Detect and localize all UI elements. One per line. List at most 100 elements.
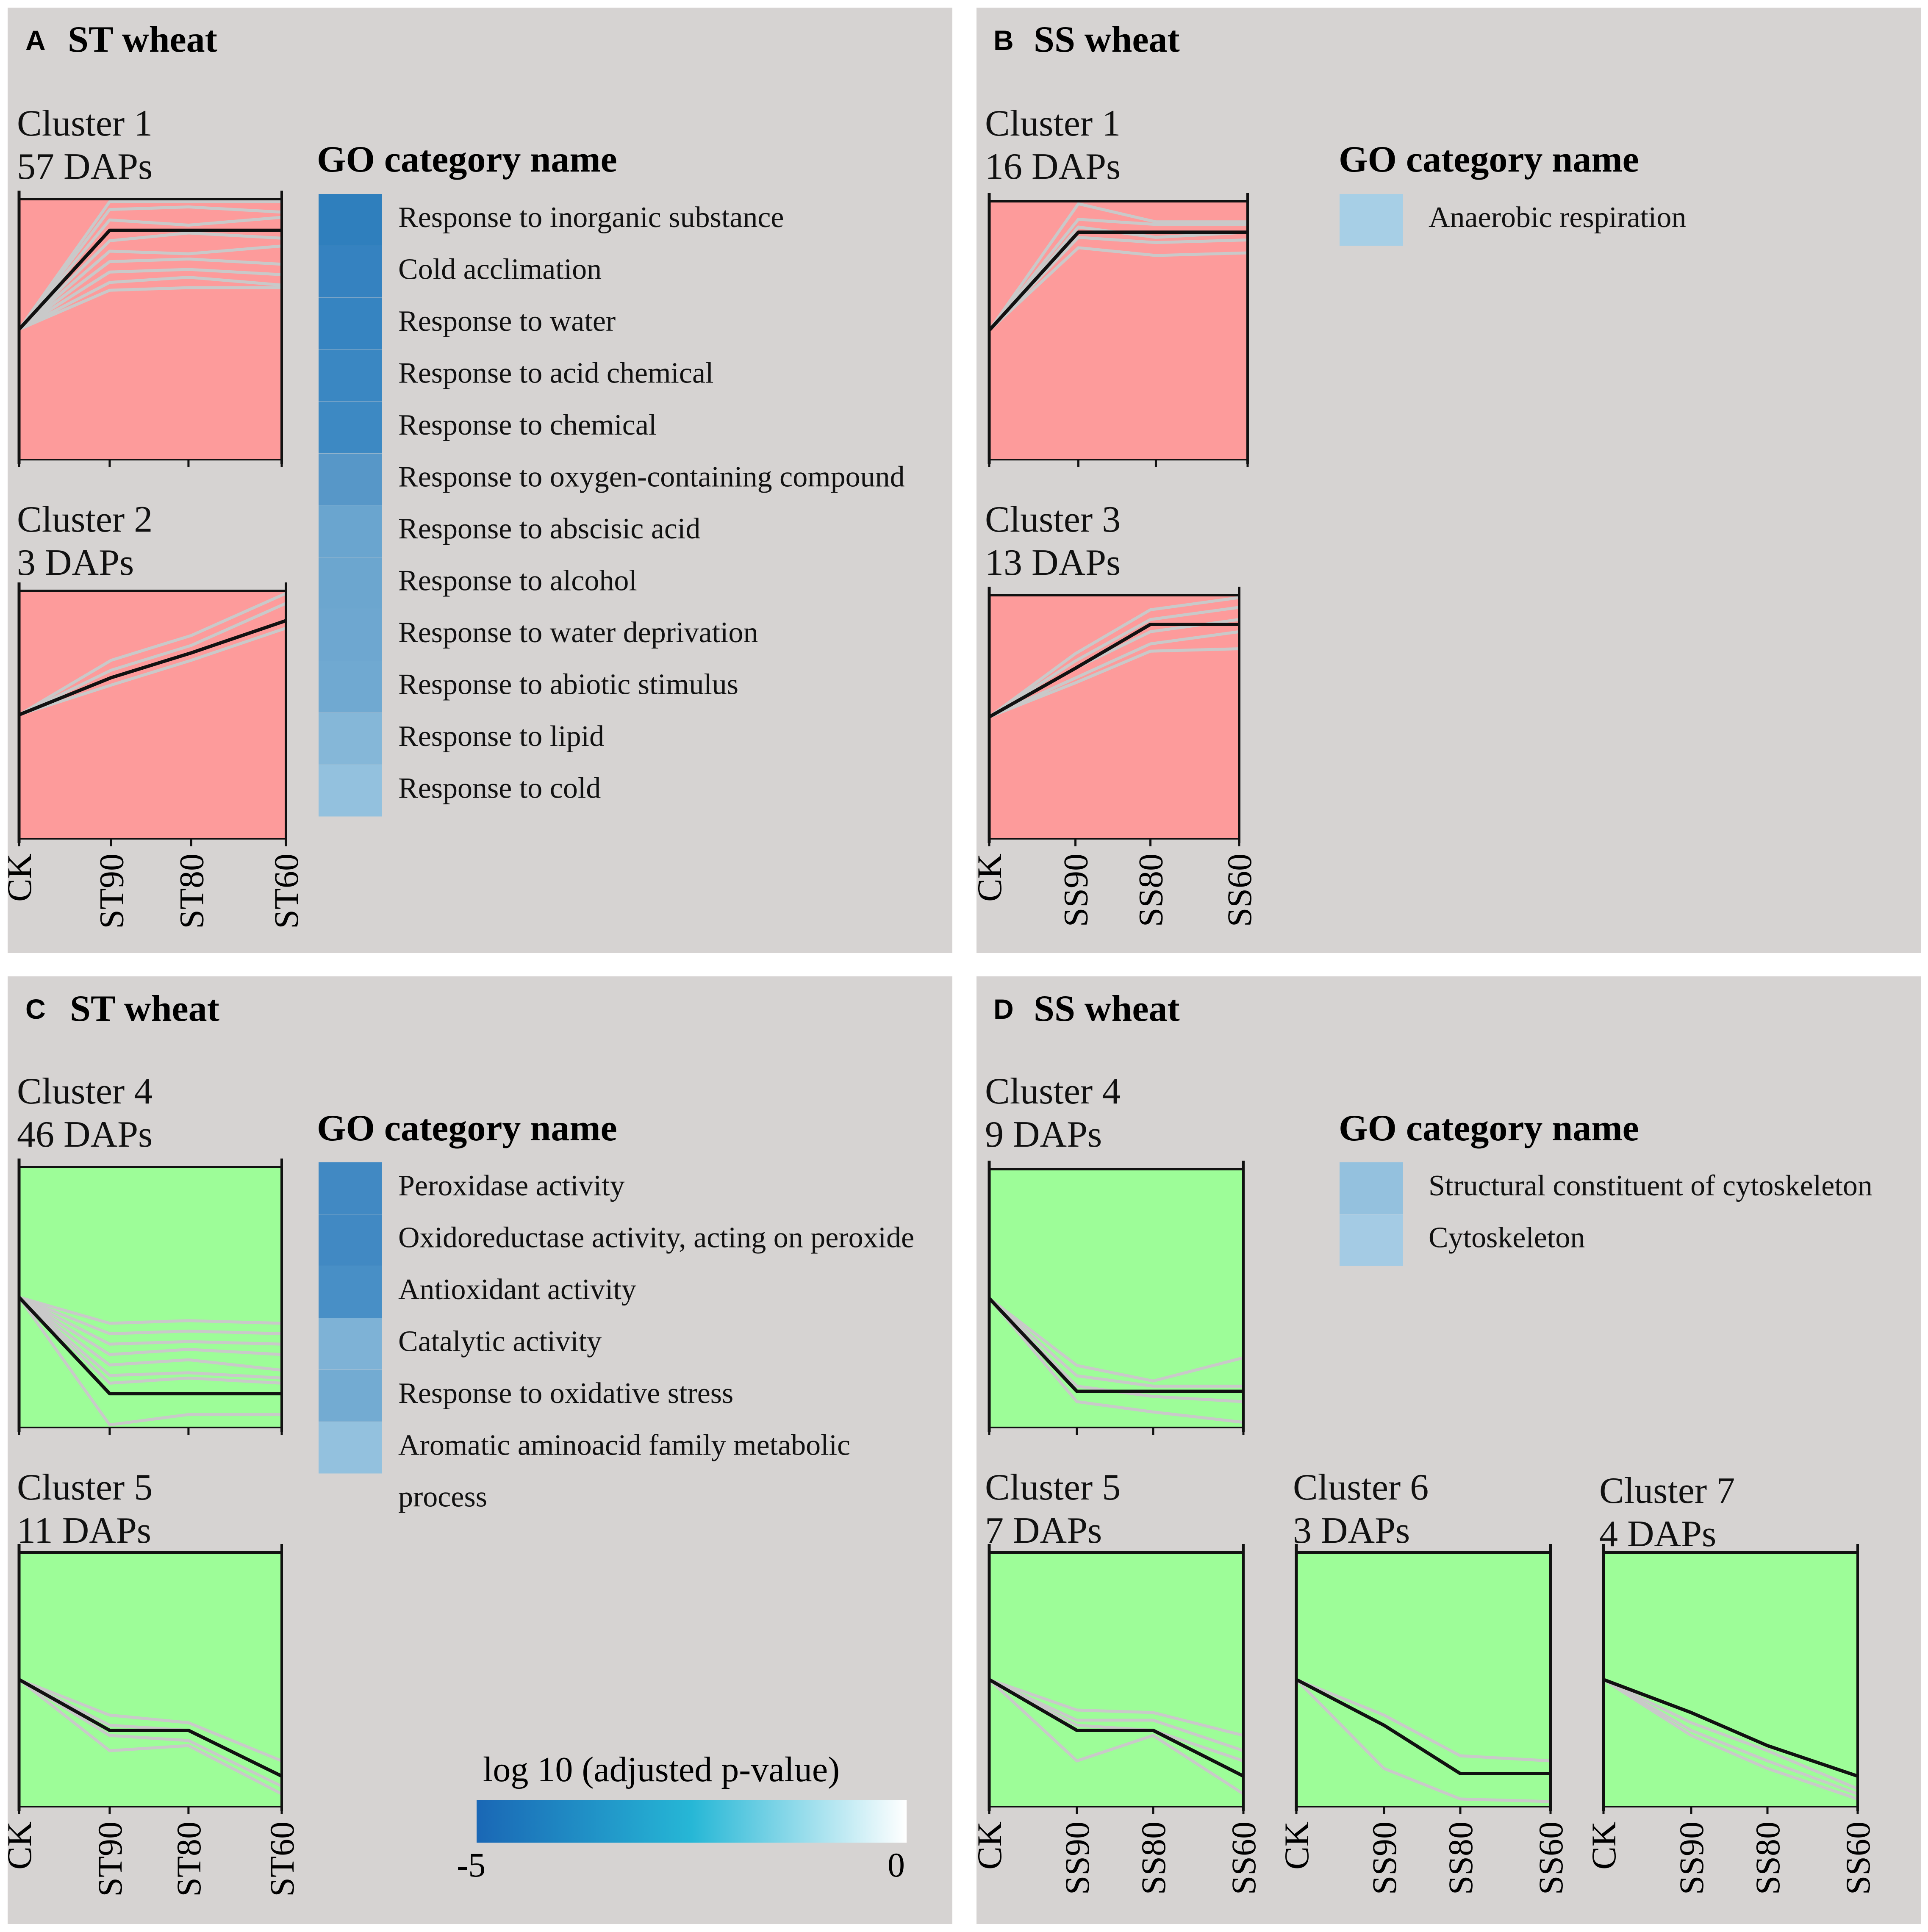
go-term-response-to-chemical: Response to chemical [398,409,657,441]
go-term-catalytic-activity: Catalytic activity [398,1325,602,1358]
member-line-b3-5 [988,647,1240,718]
centroid-line-c4 [18,1296,282,1396]
member-line-c4-2 [18,1296,282,1336]
plot-area-b1 [989,201,1248,460]
go-swatch-response-to-acid-chemical [319,349,382,402]
go-term-response-to-cold: Response to cold [398,772,601,805]
x-tick-label-a2-2: ST90 [92,854,130,929]
go-title-d: GO category name [1339,1108,1639,1149]
x-tick-label-d7-1: CK [1584,1821,1623,1870]
go-swatch-response-to-oxygen-containing-compound [319,453,382,505]
go-title-b: GO category name [1339,139,1639,180]
member-line-c4-4 [18,1296,282,1356]
go-swatch-response-to-water-deprivation [319,609,382,661]
go-term-response-to-acid-chemical: Response to acid chemical [398,357,713,390]
x-tick-label-a2-3: ST80 [172,854,211,929]
cluster-plot-d5: CK SS90 SS80 SS60 [970,1544,1263,1895]
plot-area-d4 [989,1169,1243,1428]
cluster-b3-count: 13 DAPs [985,542,1121,583]
centroid-line-b3 [988,623,1239,718]
x-tick-label-d6-1: CK [1277,1821,1316,1870]
x-tick-label-a2-1: CK [0,854,39,902]
go-swatch-response-to-abscisic-acid [319,505,382,557]
centroid-line-a1 [18,228,282,331]
x-tick-label-b3-2: SS90 [1057,854,1095,927]
go-swatch-response-to-cold [319,765,382,817]
go-term-response-to-water-deprivation: Response to water deprivation [398,616,758,649]
cluster-plot-b3: CK SS90 SS80 SS60 [970,587,1259,927]
member-line-b3-2 [988,606,1240,718]
x-tick-label-c5-3: ST80 [169,1821,208,1897]
go-legend-b: Anaerobic respiration [1340,194,1686,246]
go-term-aromatic-aminoacid-family-metabolic-process-cont: process [398,1481,487,1513]
member-line-d6-2 [1295,1678,1551,1803]
member-line-c4-5 [18,1296,282,1372]
go-title-a: GO category name [317,139,617,180]
centroid-line-d7 [1603,1678,1859,1778]
go-swatch-peroxidase-activity [319,1162,382,1214]
x-tick-label-d6-4: SS60 [1531,1821,1570,1895]
cluster-d5-count: 7 DAPs [985,1510,1102,1551]
member-line-d7-1 [1603,1678,1859,1791]
panel-d-label: D [993,993,1014,1025]
cluster-d4-count: 9 DAPs [985,1114,1102,1155]
go-term-anaerobic-respiration: Anaerobic respiration [1429,201,1686,234]
panel-b-title: SS wheat [1034,19,1180,60]
cluster-plot-d6: CK SS90 SS80 SS60 [1277,1544,1570,1895]
go-swatch-anaerobic-respiration [1340,194,1403,246]
cluster-c5-name: Cluster 5 [17,1467,153,1508]
cluster-d7-count: 4 DAPs [1599,1513,1716,1555]
x-tick-label-d7-2: SS90 [1672,1821,1711,1895]
cluster-d4-name: Cluster 4 [985,1071,1121,1112]
colorbar-title: log 10 (adjusted p-value) [483,1750,840,1789]
cluster-plot-c5: CK ST90 ST80 ST60 [0,1544,301,1897]
x-tick-label-a2-4: ST60 [267,854,305,929]
member-line-b3-1 [988,596,1240,718]
cluster-a2-name: Cluster 2 [17,499,153,540]
cluster-b1-count: 16 DAPs [985,146,1121,187]
x-tick-label-c5-1: CK [0,1821,39,1870]
go-term-response-to-oxygen-containing-compound: Response to oxygen-containing compound [398,461,905,493]
x-tick-label-c5-4: ST60 [263,1821,301,1897]
go-term-oxidoreductase-activity-acting-on-peroxide: Oxidoreductase activity, acting on perox… [398,1222,914,1254]
cluster-d7-name: Cluster 7 [1599,1470,1735,1511]
centroid-line-d5 [988,1678,1244,1778]
go-swatch-response-to-chemical [319,402,382,453]
member-line-a1-7 [18,268,282,331]
plot-area-d6 [1296,1552,1551,1807]
member-line-d5-4 [988,1678,1244,1795]
x-tick-label-c5-2: ST90 [91,1821,129,1897]
member-line-a1-5 [18,244,282,331]
go-term-response-to-abscisic-acid: Response to abscisic acid [398,513,700,545]
member-line-c4-7 [18,1296,282,1385]
go-term-response-to-oxidative-stress: Response to oxidative stress [398,1377,733,1410]
x-tick-label-d7-4: SS60 [1839,1821,1877,1895]
x-tick-label-b3-4: SS60 [1220,854,1259,927]
cluster-c4-count: 46 DAPs [17,1114,153,1155]
go-swatch-antioxidant-activity [319,1266,382,1318]
member-line-a1-1 [18,200,282,330]
member-line-d5-1 [988,1678,1244,1737]
go-term-response-to-abiotic-stimulus: Response to abiotic stimulus [398,668,738,701]
cluster-plot-a1 [17,191,283,467]
centroid-line-a2 [18,619,287,717]
go-term-antioxidant-activity: Antioxidant activity [398,1273,636,1306]
cluster-plot-d7: CK SS90 SS80 SS60 [1584,1544,1877,1895]
go-term-structural-constituent-of-cytoskeleton: Structural constituent of cytoskeleton [1429,1170,1873,1202]
go-legend-c: Peroxidase activity Oxidoreductase activi… [319,1162,914,1513]
cluster-plot-c4 [17,1159,283,1435]
go-swatch-aromatic-aminoacid-family-metabolic-process [319,1422,382,1474]
member-line-a1-9 [18,286,282,331]
colorbar-min-label: -5 [457,1846,485,1884]
go-swatch-response-to-oxidative-stress [319,1370,382,1422]
go-swatch-response-to-abiotic-stimulus [319,661,382,713]
panel-a-label: A [25,25,46,56]
go-swatch-cold-acclimation [319,246,382,298]
x-tick-label-d5-2: SS90 [1058,1821,1096,1895]
cluster-plot-a2: CK ST90 ST80 ST60 [0,582,305,929]
member-line-b1-1 [988,202,1248,332]
x-tick-label-d6-3: SS80 [1441,1821,1480,1895]
cluster-b3-name: Cluster 3 [985,499,1121,540]
go-title-c: GO category name [317,1108,617,1149]
